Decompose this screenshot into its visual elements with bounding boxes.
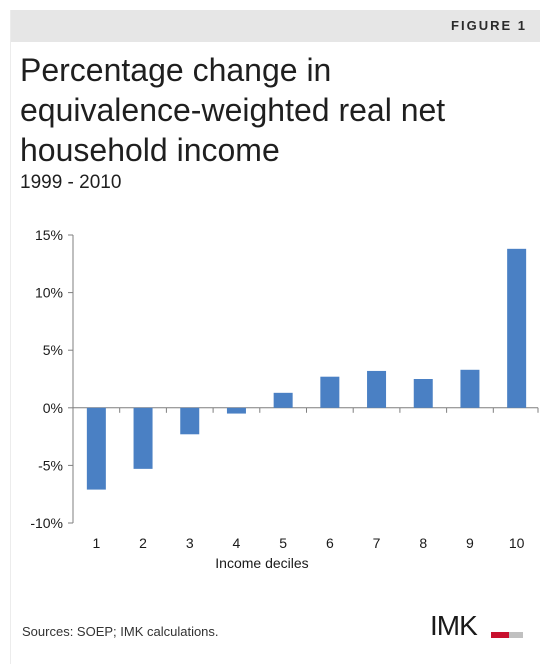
y-tick-label: -10% [30, 515, 63, 531]
y-tick-label: 10% [35, 285, 63, 301]
x-tick-label: 2 [139, 535, 147, 551]
bar-decile-4 [226, 407, 246, 414]
x-tick-label: 10 [509, 535, 525, 551]
x-tick-label: 6 [326, 535, 334, 551]
x-tick-label: 7 [373, 535, 381, 551]
bar-decile-5 [273, 392, 293, 408]
logo-grey-bar [509, 632, 523, 638]
bars [86, 248, 527, 490]
bar-decile-8 [413, 379, 433, 408]
figure-label: FIGURE 1 [451, 18, 527, 33]
bar-decile-10 [507, 248, 527, 408]
x-tick-label: 3 [186, 535, 194, 551]
x-axis [72, 407, 539, 413]
bar-decile-7 [367, 370, 387, 408]
x-tick-labels: 1 2 3 4 5 6 7 8 9 10 [92, 535, 524, 551]
x-tick-label: 9 [466, 535, 474, 551]
y-tick-label: -5% [38, 457, 63, 473]
x-tick-label: 5 [279, 535, 287, 551]
x-tick-label: 1 [92, 535, 100, 551]
x-tick-label: 8 [419, 535, 427, 551]
figure-panel: FIGURE 1 [10, 10, 540, 664]
bar-chart: -10% -5% 0% 5% 10% 15% 1 2 3 4 5 6 7 8 9 10 Income dec… [30, 227, 539, 571]
imk-logo: IMK [430, 612, 530, 640]
y-tick-label: 15% [35, 227, 63, 243]
bar-decile-2 [133, 407, 153, 469]
bar-decile-3 [180, 407, 200, 435]
figure-header-band: FIGURE 1 [11, 10, 540, 42]
chart-title: Percentage change in equivalence-weighte… [20, 52, 446, 168]
y-tick-label: 5% [43, 342, 63, 358]
x-axis-title: Income deciles [215, 555, 308, 571]
y-tick-label: 0% [43, 400, 63, 416]
source-note: Sources: SOEP; IMK calculations. [22, 624, 219, 639]
y-axis: -10% -5% 0% 5% 10% 15% [30, 227, 74, 531]
bar-decile-9 [460, 369, 480, 408]
bar-decile-6 [320, 376, 340, 408]
chart-subtitle: 1999 - 2010 [20, 172, 122, 193]
logo-accent-bar [491, 632, 509, 638]
logo-text: IMK [430, 610, 478, 641]
x-tick-label: 4 [233, 535, 241, 551]
bar-decile-1 [86, 407, 106, 490]
